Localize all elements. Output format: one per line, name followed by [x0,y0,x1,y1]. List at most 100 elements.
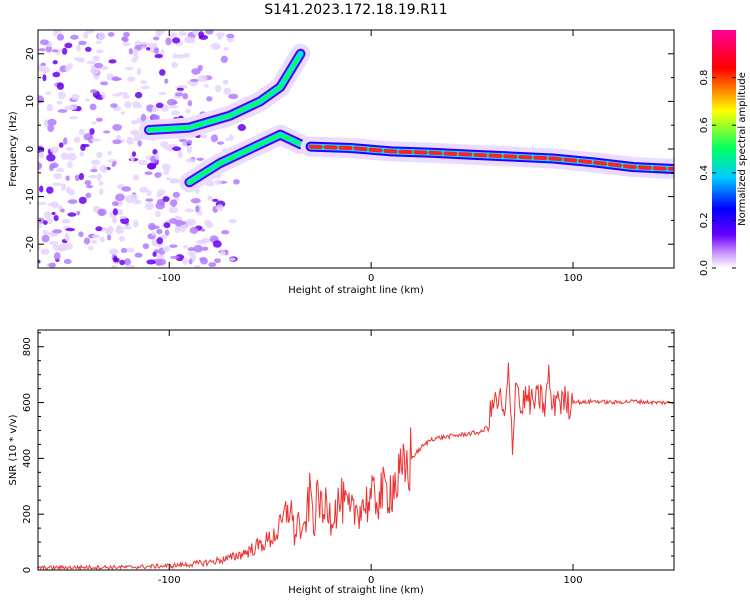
noise-speckle [170,255,180,259]
colorbar-tick-label: 0.8 [699,70,710,86]
noise-speckle [61,218,71,224]
noise-speckle [38,162,43,170]
noise-speckle [200,134,208,139]
noise-speckle [91,159,101,166]
noise-speckle [42,231,51,235]
noise-speckle [140,80,147,84]
noise-speckle [66,161,73,169]
noise-speckle [47,217,53,225]
noise-speckle [63,258,72,265]
noise-speckle [220,55,228,64]
noise-speckle [64,242,73,250]
noise-speckle [56,33,64,41]
noise-speckle [165,176,171,181]
noise-speckle [147,42,158,48]
noise-speckle [92,55,100,61]
noise-speckle [53,30,58,37]
noise-speckle [170,199,178,207]
noise-speckle [160,140,169,148]
noise-speckle [53,252,61,260]
noise-speckle [131,151,137,157]
noise-speckle [174,92,184,97]
noise-speckle [95,226,103,232]
noise-speckle [46,186,54,194]
noise-speckle [182,92,189,100]
noise-speckle [88,245,94,251]
noise-speckle [210,134,219,143]
noise-speckle [186,139,193,144]
noise-speckle [56,82,65,90]
noise-speckle [206,96,213,102]
colorbar-ticks: 0.0 0.2 0.4 0.6 0.8 [699,70,736,276]
noise-speckle [212,240,222,248]
colorbar-gradient [712,30,736,268]
noise-speckle [183,244,188,249]
noise-speckle [208,262,217,268]
noise-speckle [95,49,104,54]
colorbar-tick-label: 0.2 [699,212,710,228]
snr-panel: -100 0 100 0 200 400 600 800 Height of straight… [8,329,675,596]
snr-series-line [38,362,674,570]
noise-speckle [169,244,178,248]
noise-speckle [112,139,122,145]
noise-speckle [100,81,109,86]
noise-speckle [43,210,52,219]
noise-speckle [67,212,77,217]
noise-speckle [40,248,50,255]
noise-speckle [193,244,203,253]
noise-speckle [90,67,100,75]
noise-speckle [228,93,239,100]
noise-speckle [84,179,92,186]
snr-frame [37,329,675,571]
noise-speckle [85,30,95,34]
noise-speckle [132,104,143,109]
noise-speckle [188,258,193,265]
colorbar: 0.0 0.2 0.4 0.6 0.8 Normalized spectral ampl… [699,30,748,276]
noise-speckle [152,251,157,257]
colorbar-tick-label: 0.0 [699,260,710,276]
noise-speckle [80,143,86,152]
noise-speckle [51,211,56,216]
y-tick-label: 200 [22,505,33,524]
noise-speckle [186,251,196,256]
noise-speckle [58,48,63,52]
noise-speckle [52,229,63,234]
noise-speckle [39,39,49,46]
noise-speckle [179,224,186,233]
noise-speckle [205,30,214,35]
noise-speckle [195,205,200,213]
noise-speckle [130,119,139,125]
noise-speckle [223,47,229,51]
noise-speckle [119,215,128,220]
noise-speckle [65,175,70,181]
noise-speckle [112,93,121,97]
noise-speckle [190,197,201,204]
y-tick-label: -10 [25,188,36,204]
y-tick-label: -20 [25,236,36,252]
noise-speckle [122,226,133,230]
noise-speckle [146,47,151,51]
noise-speckle [168,206,179,214]
noise-speckle [83,133,93,141]
noise-speckle [50,164,57,168]
noise-speckle [133,219,139,228]
noise-speckle [91,138,101,142]
noise-speckle [117,209,124,216]
noise-speckle [78,231,84,238]
noise-speckle [237,124,247,131]
noise-speckle [65,227,76,232]
noise-speckle [56,100,63,105]
noise-speckle [223,87,232,95]
noise-speckle [67,199,78,204]
noise-speckle [222,79,229,85]
noise-speckle [168,32,178,38]
noise-speckle [197,75,208,83]
noise-speckle [110,103,118,108]
colorbar-tick-label: 0.4 [699,165,710,181]
noise-speckle [85,192,92,199]
page-title: S141.2023.172.18.19.R11 [264,2,447,18]
noise-speckle [76,44,81,52]
noise-speckle [140,113,146,122]
